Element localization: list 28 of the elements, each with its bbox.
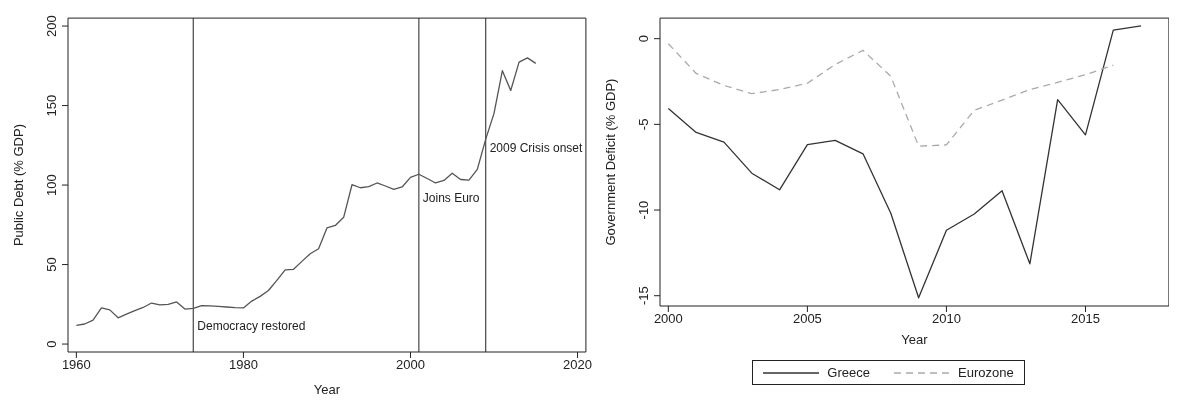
ref-line-label: 2009 Crisis onset (489, 140, 584, 155)
x-tick-label: 2000 (653, 311, 683, 327)
y-tick-label: 50 (44, 257, 59, 272)
x-tick-label: 2005 (792, 311, 822, 327)
x-tick-label: 1980 (228, 357, 258, 373)
y-tick-label: 0 (44, 340, 59, 348)
ref-line-label: Joins Euro (422, 190, 480, 205)
line-series (667, 43, 1114, 147)
y-tick-label: -5 (636, 118, 651, 131)
y-tick-label: 200 (44, 15, 59, 37)
y-tick-label: 0 (636, 35, 651, 43)
x-tick-label: 2010 (931, 311, 961, 327)
y-tick-label: 150 (44, 94, 59, 117)
y-tick-label: -15 (636, 286, 651, 306)
x-axis-title: Year (901, 332, 929, 347)
ref-line-label: Democracy restored (197, 319, 306, 334)
legend-label: Greece (826, 365, 870, 380)
line-series (667, 25, 1142, 299)
x-tick-label: 2000 (396, 357, 425, 373)
y-axis-title: Government Deficit (% GDP) (602, 78, 618, 246)
y-tick-label: -10 (636, 200, 651, 220)
x-tick-label: 2020 (563, 357, 593, 373)
y-tick-label: 100 (44, 174, 59, 196)
legend-label: Eurozone (957, 365, 1014, 380)
y-axis-title: Public Debt (% GDP) (10, 124, 26, 247)
x-tick-label: 2015 (1071, 311, 1100, 327)
x-axis-title: Year (313, 382, 341, 397)
x-tick-label: 1960 (61, 357, 91, 373)
